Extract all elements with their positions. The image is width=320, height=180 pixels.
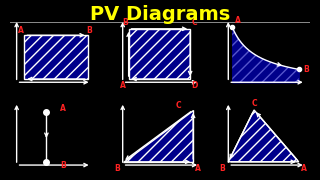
- Text: A: A: [301, 164, 307, 173]
- Polygon shape: [123, 110, 193, 162]
- Text: B: B: [220, 164, 225, 173]
- Text: C: C: [251, 99, 257, 108]
- Text: A: A: [18, 26, 23, 35]
- Text: B: B: [114, 164, 120, 173]
- Polygon shape: [228, 110, 299, 162]
- Text: A: A: [60, 104, 66, 113]
- Polygon shape: [129, 29, 190, 79]
- Text: PV Diagrams: PV Diagrams: [90, 5, 230, 24]
- Text: C: C: [175, 101, 181, 110]
- Text: C: C: [191, 18, 197, 27]
- Text: A: A: [235, 16, 241, 25]
- Text: B: B: [87, 26, 92, 35]
- Text: D: D: [191, 81, 197, 90]
- Text: B: B: [60, 161, 66, 170]
- Polygon shape: [24, 35, 88, 79]
- Text: B: B: [303, 65, 308, 74]
- Text: B: B: [122, 18, 128, 27]
- Text: A: A: [120, 81, 126, 90]
- Text: A: A: [195, 164, 201, 173]
